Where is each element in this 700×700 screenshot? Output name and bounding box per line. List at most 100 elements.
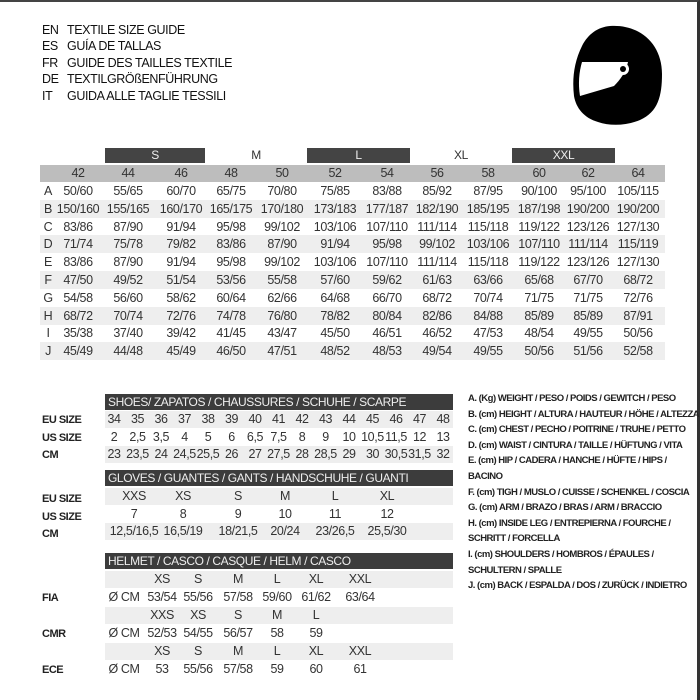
unit-label: Ø CM bbox=[108, 590, 140, 604]
table-cell: 44/48 bbox=[113, 344, 143, 359]
column-header-54: 54 bbox=[380, 166, 394, 180]
helmet-size: S bbox=[234, 608, 242, 622]
title-es: ES GUÍA DE TALLAS bbox=[42, 38, 232, 54]
shoe-size: 28,5 bbox=[314, 447, 337, 461]
glove-size: 16,5/19 bbox=[163, 524, 203, 538]
shoe-size: 27 bbox=[248, 447, 262, 461]
title-text: TEXTILE SIZE GUIDE bbox=[67, 23, 185, 37]
table-row bbox=[40, 235, 665, 254]
glove-size: S bbox=[234, 489, 242, 503]
title-it: IT GUIDA ALLE TAGLIE TESSILI bbox=[42, 88, 232, 104]
table-cell: 127/130 bbox=[616, 219, 660, 234]
glove-size: 23/26,5 bbox=[315, 524, 355, 538]
table-cell: 177/187 bbox=[365, 201, 409, 216]
row-key: I bbox=[46, 326, 50, 341]
table-cell: 85/89 bbox=[573, 308, 603, 323]
helmet-size: L bbox=[312, 608, 320, 622]
table-cell: 67/70 bbox=[573, 273, 603, 287]
table-cell: 173/183 bbox=[313, 201, 357, 216]
table-cell: 72/76 bbox=[623, 290, 653, 305]
shoe-size: 34 bbox=[107, 412, 121, 426]
table-cell: 103/106 bbox=[313, 219, 357, 234]
table-cell: 71/75 bbox=[573, 290, 603, 305]
table-cell: 87/90 bbox=[113, 219, 143, 234]
shoe-size: 31,5 bbox=[408, 447, 431, 461]
table-cell: 74/78 bbox=[216, 308, 246, 323]
lang-code: IT bbox=[42, 88, 53, 103]
table-cell: 45/49 bbox=[63, 344, 93, 359]
row-band bbox=[105, 411, 453, 428]
title-text: GUIDE DES TAILLES TEXTILE bbox=[67, 55, 233, 70]
helmet-cm: 58 bbox=[270, 626, 284, 640]
helmet-cm: 63/64 bbox=[345, 590, 375, 604]
unit-label: Ø CM bbox=[108, 662, 140, 676]
shoe-size: 47 bbox=[412, 412, 427, 426]
table-cell: 47/51 bbox=[267, 344, 297, 359]
table-cell: 72/76 bbox=[166, 308, 196, 323]
table-cell: 51/56 bbox=[573, 344, 603, 359]
helmet-size: M bbox=[232, 572, 244, 586]
table-cell: 160/170 bbox=[159, 201, 203, 216]
row-label: US SIZE bbox=[42, 510, 82, 523]
shoe-size: 48 bbox=[436, 412, 450, 426]
table-cell: 190/200 bbox=[616, 201, 660, 216]
table-cell: 64/68 bbox=[320, 290, 350, 305]
gloves-header: GLOVES / GUANTES / GANTS / HANDSCHUHE / … bbox=[105, 470, 453, 486]
helmet-cm: 61 bbox=[353, 662, 367, 676]
row-label: EU SIZE bbox=[42, 493, 82, 505]
table-cell: 53/56 bbox=[216, 273, 246, 287]
table-cell: 111/114 bbox=[568, 237, 608, 252]
helmet-size: XXL bbox=[348, 572, 372, 586]
table-cell: 46/50 bbox=[216, 344, 246, 359]
helmet-header: HELMET / CASCO / CASQUE / HELM / CASCO bbox=[105, 553, 453, 569]
table-cell: 52/58 bbox=[623, 344, 653, 359]
row-key: A bbox=[44, 184, 52, 198]
table-cell: 127/130 bbox=[616, 255, 660, 270]
helmet-size: M bbox=[232, 644, 244, 658]
table-cell: 68/72 bbox=[623, 273, 653, 287]
table-cell: 187/198 bbox=[517, 201, 561, 216]
table-cell: 48/52 bbox=[320, 344, 350, 359]
helmet-size: XXL bbox=[348, 644, 372, 658]
shoe-size: 6 bbox=[228, 429, 235, 444]
shoe-size: 8 bbox=[298, 429, 306, 444]
row-band bbox=[105, 446, 453, 463]
table-cell: 87/91 bbox=[623, 308, 653, 323]
table-cell: 48/54 bbox=[524, 326, 554, 341]
helmet-cm: 56/57 bbox=[223, 626, 253, 640]
shoe-size: 44 bbox=[342, 412, 356, 426]
helmet-cm: 60 bbox=[309, 662, 323, 676]
glove-size: XL bbox=[379, 489, 395, 503]
table-cell: 165/175 bbox=[209, 201, 253, 216]
glove-size: XXS bbox=[122, 489, 146, 503]
helmet-cm: 59/60 bbox=[262, 590, 292, 604]
table-cell: 83/86 bbox=[216, 237, 246, 252]
glove-size: 12 bbox=[380, 506, 394, 521]
shoe-size: 38 bbox=[201, 412, 215, 426]
lang-code: DE bbox=[42, 72, 59, 87]
table-cell: 65/75 bbox=[216, 184, 246, 198]
helmet-size: XS bbox=[154, 572, 170, 586]
title-block: EN TEXTILE SIZE GUIDE ES GUÍA DE TALLAS FR… bbox=[42, 22, 232, 104]
table-cell: 71/74 bbox=[63, 237, 93, 252]
table-cell: 55/65 bbox=[113, 184, 143, 198]
table-cell: 39/42 bbox=[166, 326, 196, 341]
shoes-header: SHOES/ ZAPATOS / CHAUSSURES / SCHUHE / S… bbox=[105, 394, 453, 410]
table-cell: 47/53 bbox=[473, 326, 503, 341]
legend-line: F. (cm) TIGH / MUSLO / CUISSE / SCHENKEL… bbox=[468, 486, 690, 498]
size-group-m: M bbox=[251, 148, 261, 162]
helmet-cm: 52/53 bbox=[147, 626, 177, 640]
table-cell: 65/68 bbox=[524, 273, 554, 287]
table-cell: 56/60 bbox=[113, 290, 143, 305]
table-cell: 123/126 bbox=[566, 219, 610, 234]
title-de: DE TEXTILGRÖßENFÜHRUNG bbox=[42, 71, 232, 87]
table-cell: 85/92 bbox=[422, 184, 452, 198]
table-cell: 107/110 bbox=[366, 255, 408, 270]
helmet-cm: 59 bbox=[309, 626, 323, 640]
column-header-48: 48 bbox=[224, 166, 238, 180]
glove-size: M bbox=[279, 489, 291, 503]
shoe-size: 10,5 bbox=[361, 429, 384, 444]
table-cell: 46/51 bbox=[372, 326, 402, 341]
glove-size: 25,5/30 bbox=[367, 524, 407, 538]
table-cell: 49/52 bbox=[113, 273, 143, 287]
